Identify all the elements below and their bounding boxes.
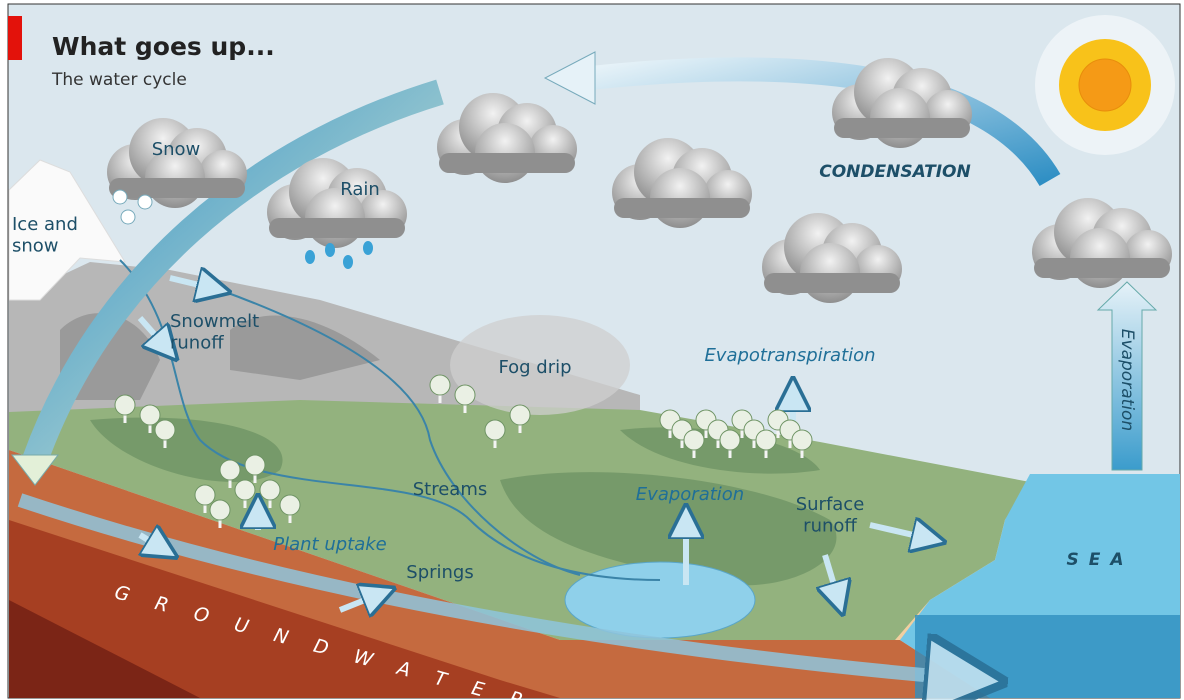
raindrop bbox=[325, 243, 335, 257]
tree-crown bbox=[245, 455, 265, 475]
cloud-base bbox=[834, 118, 970, 138]
label-line: CONDENSATION bbox=[819, 162, 970, 182]
label-line: Streams bbox=[413, 479, 488, 500]
label: CONDENSATION bbox=[819, 162, 970, 182]
label-line: Ice and bbox=[12, 214, 78, 235]
label: Rain bbox=[340, 179, 380, 200]
tree-crown bbox=[235, 480, 255, 500]
tree-crown bbox=[510, 405, 530, 425]
tree-crown bbox=[792, 430, 812, 450]
tree-crown bbox=[684, 430, 704, 450]
cloud-base bbox=[614, 198, 750, 218]
label-line: runoff bbox=[803, 516, 857, 537]
title: What goes up... bbox=[52, 32, 275, 61]
label: Evapotranspiration bbox=[704, 345, 875, 366]
cloud-base bbox=[764, 273, 900, 293]
label-line: Rain bbox=[340, 179, 380, 200]
tree-crown bbox=[210, 500, 230, 520]
snowflake bbox=[138, 195, 152, 209]
label-line: Surface bbox=[796, 494, 865, 515]
tree-crown bbox=[720, 430, 740, 450]
sun bbox=[1035, 15, 1175, 155]
raindrop bbox=[343, 255, 353, 269]
tree-crown bbox=[485, 420, 505, 440]
label-line: Evaporation bbox=[636, 484, 744, 505]
label-line: Snow bbox=[152, 139, 201, 160]
sun-core bbox=[1079, 59, 1131, 111]
label-line: Springs bbox=[406, 562, 473, 583]
label: Evaporation bbox=[636, 484, 744, 505]
tree-crown bbox=[756, 430, 776, 450]
tree-crown bbox=[195, 485, 215, 505]
tree-crown bbox=[155, 420, 175, 440]
subtitle: The water cycle bbox=[51, 70, 187, 90]
label-line: Plant uptake bbox=[273, 534, 387, 555]
tree-crown bbox=[140, 405, 160, 425]
label: Streams bbox=[413, 479, 488, 500]
deep-sea bbox=[915, 615, 1180, 698]
snowflake bbox=[121, 210, 135, 224]
snowflake bbox=[113, 190, 127, 204]
label-line: Fog drip bbox=[498, 357, 571, 378]
label: Snow bbox=[152, 139, 201, 160]
raindrop bbox=[305, 250, 315, 264]
label-line: runoff bbox=[170, 333, 224, 354]
label-line: Snowmelt bbox=[170, 311, 259, 332]
lake bbox=[565, 562, 755, 638]
label-line: Evapotranspiration bbox=[704, 345, 875, 366]
water-cycle-diagram: What goes up... The water cycle Snow Rain… bbox=[0, 0, 1184, 700]
label-line: Evaporation bbox=[1117, 329, 1137, 431]
label: Springs bbox=[406, 562, 473, 583]
raindrop bbox=[363, 241, 373, 255]
label: Fog drip bbox=[498, 357, 571, 378]
tree-crown bbox=[430, 375, 450, 395]
cloud-base bbox=[1034, 258, 1170, 278]
tree-crown bbox=[280, 495, 300, 515]
label: Evaporation bbox=[1117, 329, 1137, 431]
label-line: SEA bbox=[1066, 550, 1133, 570]
label-line: snow bbox=[12, 236, 59, 257]
cloud-base bbox=[439, 153, 575, 173]
label: SEA bbox=[1066, 550, 1133, 570]
cloud-base bbox=[269, 218, 405, 238]
tree-crown bbox=[455, 385, 475, 405]
label: Plant uptake bbox=[273, 534, 387, 555]
tree-crown bbox=[115, 395, 135, 415]
tree-crown bbox=[220, 460, 240, 480]
tree-crown bbox=[260, 480, 280, 500]
accent-bar bbox=[8, 16, 22, 60]
cloud-base bbox=[109, 178, 245, 198]
